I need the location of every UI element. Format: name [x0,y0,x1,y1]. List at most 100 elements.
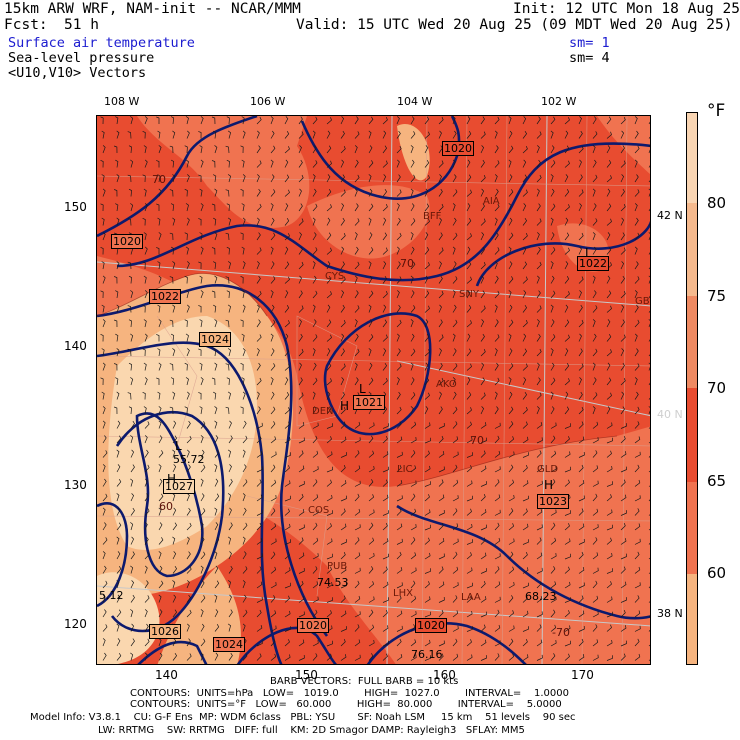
station-label: LAA [461,592,481,603]
wind-barb [452,246,456,255]
wind-barb [102,652,107,661]
wind-barb [284,654,291,661]
wind-barb [340,638,346,647]
wind-barb [242,594,247,603]
wind-barb [536,116,541,125]
map-svg [97,116,650,664]
wind-barb [452,276,458,284]
wind-barb [214,420,218,429]
wind-barb [508,566,515,574]
isobar-label: 1022 [577,256,609,271]
wind-barb [494,130,498,139]
wind-barb [312,537,319,545]
wind-barb [172,348,176,357]
wind-barb [368,581,375,589]
wind-barb [466,174,472,183]
wind-barb [100,159,104,168]
wind-barb [142,174,146,183]
wind-barb [198,392,202,400]
wind-barb [438,275,443,284]
wind-barb [128,145,132,154]
wind-barb [578,130,583,139]
wind-barb [270,610,277,618]
wind-barb [648,629,650,632]
wind-barb [620,609,626,618]
wind-barb [480,465,487,473]
wind-barb [368,247,374,255]
wind-barb [214,507,218,516]
wind-barb [522,290,527,299]
wind-barb [270,508,276,516]
wind-barb [270,421,276,429]
wind-barb [536,159,541,168]
wind-barb [382,625,389,632]
wind-barb [284,495,291,502]
wind-barb [480,639,487,647]
wind-barb [326,232,332,241]
wind-barb [648,203,650,212]
wind-barb [144,508,150,516]
wind-barb [438,422,445,429]
wind-barb [494,304,498,313]
wind-barb [186,130,190,139]
temp-label: 70 [470,434,484,447]
wind-barb [284,407,290,415]
wind-barb [452,348,457,357]
wind-barb [634,377,638,386]
wind-barb [410,552,417,560]
wind-barb [620,217,625,226]
wind-barb [368,624,375,632]
wind-barb [298,611,305,618]
wind-barb [241,246,245,255]
wind-barb [284,305,290,313]
wind-barb [172,594,177,603]
wind-barb [550,450,557,458]
wind-barb [536,537,542,545]
wind-barb [396,391,401,400]
wind-barb [536,305,542,313]
wind-barb [382,247,388,255]
wind-barb [200,478,204,487]
wind-barb [466,392,472,400]
wind-barb [368,552,375,560]
wind-barb [113,406,118,415]
wind-barb [298,145,302,154]
wind-barb [143,275,147,284]
wind-barb [452,159,456,168]
wind-barb [382,160,388,168]
wind-barb [340,333,345,342]
wind-barb [270,566,277,574]
wind-barb [226,246,230,255]
wind-barb [508,363,514,371]
wind-barb [326,348,331,357]
legend-swatch [687,574,697,664]
wind-barb [522,508,528,516]
wind-barb [522,610,529,618]
isobar-label: 1020 [415,618,447,633]
wind-barb [354,611,361,618]
wind-barb [508,304,513,313]
wind-barb [158,188,162,197]
wind-barb [494,406,499,415]
field-slp: Sea-level pressure [8,50,155,66]
wind-barb [494,334,500,342]
wind-barb [648,180,650,183]
wind-barb [156,203,160,211]
wind-barb [200,595,206,603]
wind-barb [228,594,232,603]
wind-barb [170,116,175,125]
wind-barb [382,334,388,342]
wind-barb [564,466,571,473]
wind-barb [186,449,190,458]
y-label-140: 140 [64,339,87,353]
field-vectors: <U10,V10> Vectors [8,65,147,81]
wind-barb [144,623,149,632]
wind-barb [396,363,402,371]
wind-barb [130,623,135,632]
lat-label-42n: 42 N [657,209,683,222]
wind-barb [186,580,190,589]
wind-barb [424,203,430,212]
wind-barb [130,565,134,574]
wind-barb [550,422,557,429]
wind-barb [100,377,104,386]
